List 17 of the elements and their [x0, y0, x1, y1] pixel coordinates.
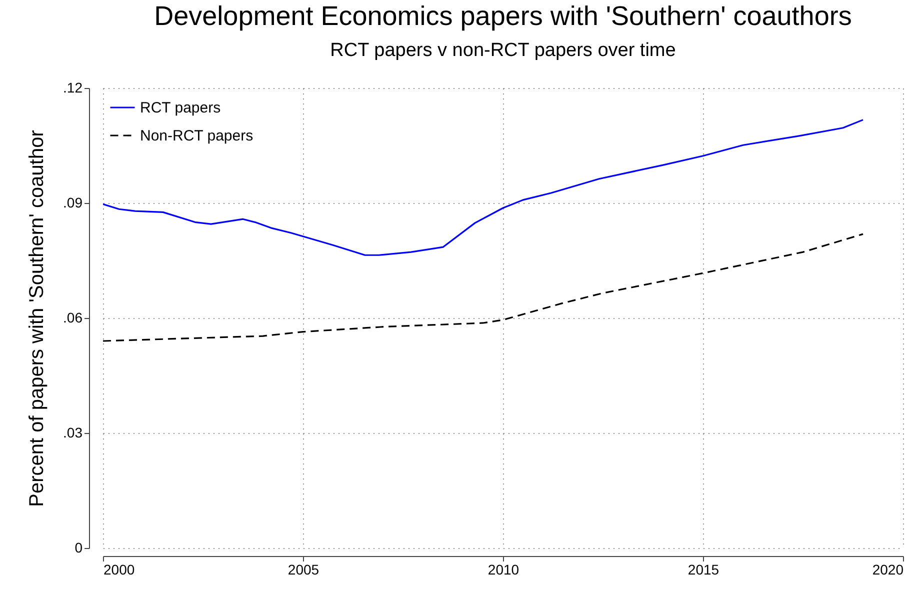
y-tick-label: .06 [63, 310, 83, 326]
legend-label: Non-RCT papers [140, 128, 254, 144]
legend-label: RCT papers [140, 100, 221, 116]
x-tick-label: 2005 [288, 562, 320, 578]
y-axis-title: Percent of papers with 'Southern' coauthor [26, 130, 48, 507]
x-tick-label: 2010 [488, 562, 520, 578]
chart-title: Development Economics papers with 'Southern' coauthors [154, 1, 852, 31]
chart-subtitle: RCT papers v non-RCT papers over time [330, 40, 676, 61]
line-series [103, 119, 864, 256]
y-tick-label: .09 [63, 194, 83, 210]
line-series [103, 233, 864, 342]
y-tick-label: .12 [63, 80, 83, 96]
y-tick-label: 0 [74, 540, 83, 556]
y-tick-label: .03 [63, 424, 83, 440]
x-tick-label: 2015 [688, 562, 720, 578]
x-tick-label: 2000 [104, 562, 135, 578]
x-tick-label: 2020 [872, 562, 904, 578]
